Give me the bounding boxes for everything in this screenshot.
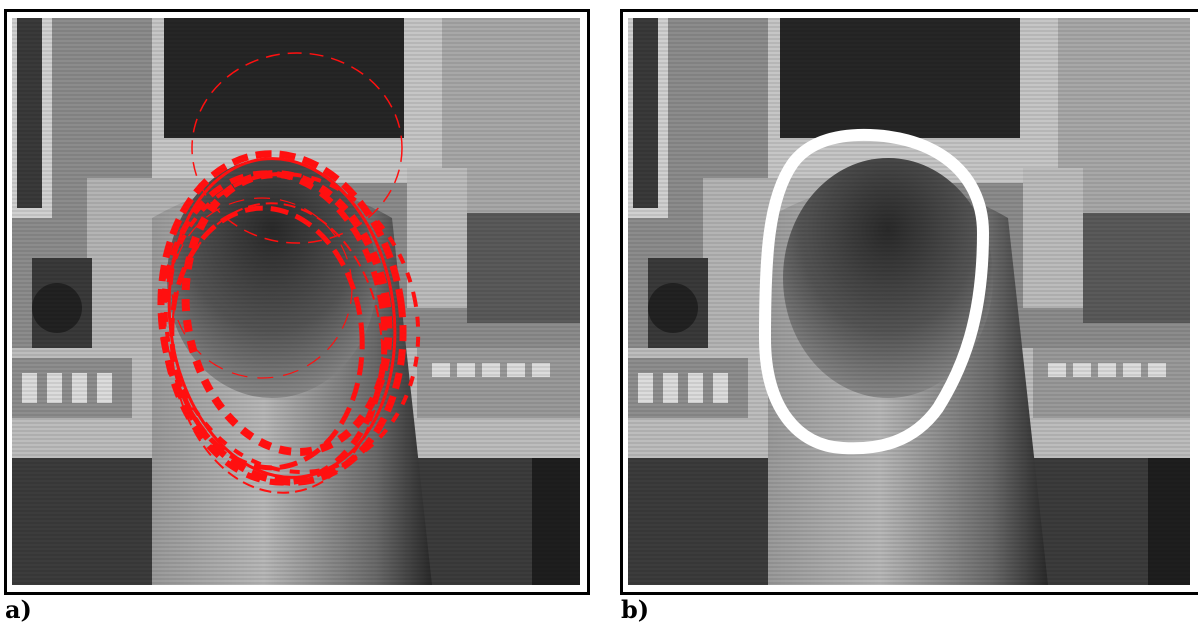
- photo-frame: [628, 18, 1196, 585]
- panel-label: a): [5, 595, 32, 624]
- panel-label: b): [621, 595, 649, 624]
- photo: [12, 18, 580, 585]
- photo: [628, 18, 1196, 585]
